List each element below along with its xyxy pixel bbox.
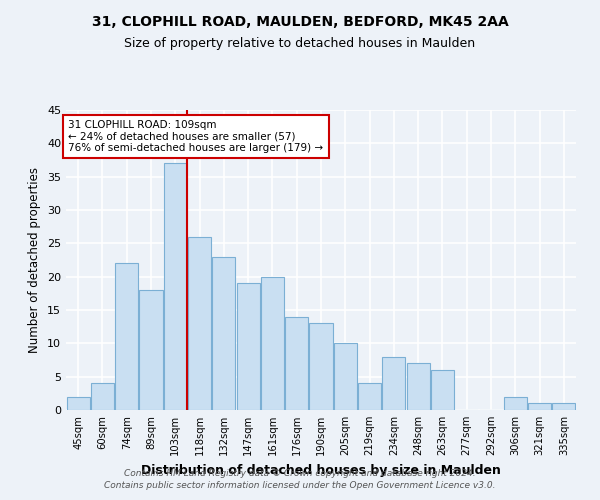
Bar [212,256,235,410]
Bar [431,370,454,410]
Bar [285,316,308,410]
Bar [115,264,138,410]
Y-axis label: Number of detached properties: Number of detached properties [28,167,41,353]
Bar [261,276,284,410]
Text: Contains HM Land Registry data © Crown copyright and database right 2024.
Contai: Contains HM Land Registry data © Crown c… [104,468,496,490]
Bar [504,396,527,410]
Bar [553,404,575,410]
Bar [67,396,89,410]
Bar [528,404,551,410]
Bar [164,164,187,410]
X-axis label: Distribution of detached houses by size in Maulden: Distribution of detached houses by size … [141,464,501,476]
Bar [382,356,406,410]
Bar [236,284,260,410]
Bar [188,236,211,410]
Text: 31 CLOPHILL ROAD: 109sqm
← 24% of detached houses are smaller (57)
76% of semi-d: 31 CLOPHILL ROAD: 109sqm ← 24% of detach… [68,120,323,153]
Bar [334,344,357,410]
Bar [91,384,114,410]
Bar [139,290,163,410]
Bar [407,364,430,410]
Bar [310,324,332,410]
Text: 31, CLOPHILL ROAD, MAULDEN, BEDFORD, MK45 2AA: 31, CLOPHILL ROAD, MAULDEN, BEDFORD, MK4… [92,15,508,29]
Bar [358,384,381,410]
Text: Size of property relative to detached houses in Maulden: Size of property relative to detached ho… [124,38,476,51]
